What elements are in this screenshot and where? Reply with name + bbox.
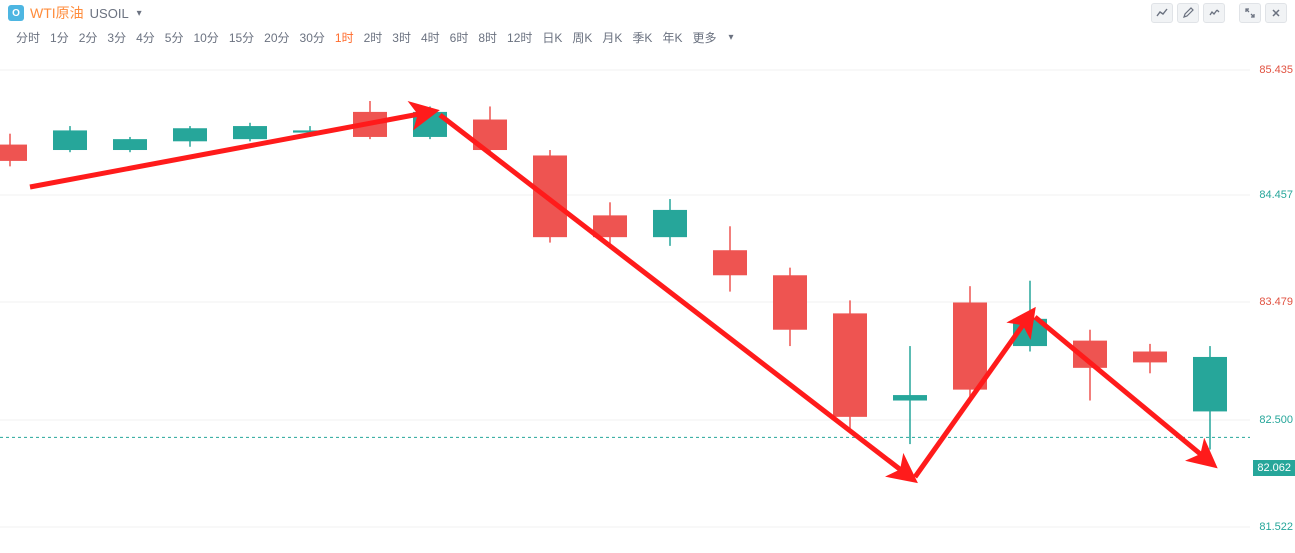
- timeframe-option[interactable]: 3时: [392, 29, 411, 46]
- chevron-down-icon[interactable]: ▾: [137, 8, 142, 19]
- timeframe-option[interactable]: 4分: [136, 29, 155, 46]
- y-axis-label: 83.479: [1259, 296, 1293, 308]
- timeframe-option[interactable]: 20分: [264, 29, 289, 46]
- y-axis: 85.435 84.457 83.479 82.500 82.062 81.522: [1250, 52, 1295, 553]
- timeframe-option[interactable]: 周K: [572, 29, 592, 46]
- timeframe-option[interactable]: 5分: [165, 29, 184, 46]
- timeframe-option[interactable]: 1时: [335, 29, 354, 46]
- timeframe-option[interactable]: 2分: [79, 29, 98, 46]
- title-group: O WTI原油 USOIL ▾: [8, 3, 142, 23]
- timeframe-option[interactable]: 1分: [50, 29, 69, 46]
- fullscreen-icon[interactable]: [1239, 3, 1261, 23]
- chart-area[interactable]: 85.435 84.457 83.479 82.500 82.062 81.522: [0, 52, 1295, 553]
- y-axis-label: 85.435: [1259, 64, 1293, 76]
- y-axis-label: 82.500: [1259, 414, 1293, 426]
- timeframe-option[interactable]: 更多: [692, 29, 716, 46]
- timeframe-option[interactable]: 分时: [16, 29, 40, 46]
- timeframe-bar: 分时 1分 2分 3分 4分 5分 10分 15分 20分 30分 1时 2时 3时 4时 6时 8时 12时日…: [0, 26, 1295, 52]
- y-axis-label: 81.522: [1259, 521, 1293, 533]
- close-icon[interactable]: [1265, 3, 1287, 23]
- timeframe-option[interactable]: 4时: [421, 29, 440, 46]
- timeframe-option[interactable]: 日K: [542, 29, 562, 46]
- timeframe-option[interactable]: 15分: [229, 29, 254, 46]
- indicator-icon[interactable]: [1203, 3, 1225, 23]
- pencil-icon[interactable]: [1177, 3, 1199, 23]
- timeframe-option[interactable]: 8时: [478, 29, 497, 46]
- timeframe-option[interactable]: 3分: [107, 29, 126, 46]
- timeframe-option[interactable]: 年K: [662, 29, 682, 46]
- timeframe-option[interactable]: 2时: [364, 29, 383, 46]
- y-axis-label: 84.457: [1259, 189, 1293, 201]
- timeframe-option[interactable]: 月K: [602, 29, 622, 46]
- line-chart-icon[interactable]: [1151, 3, 1173, 23]
- ticker-symbol: USOIL: [90, 6, 129, 21]
- instrument-name[interactable]: WTI原油: [30, 3, 84, 23]
- chevron-down-icon[interactable]: ▾: [728, 32, 733, 43]
- timeframe-option[interactable]: 季K: [632, 29, 652, 46]
- timeframe-option[interactable]: 10分: [193, 29, 218, 46]
- timeframe-option[interactable]: 30分: [300, 29, 325, 46]
- current-price-tag: 82.062: [1253, 460, 1295, 476]
- toolbar: [1151, 3, 1287, 23]
- symbol-badge: O: [8, 5, 24, 21]
- candlestick-chart: [0, 52, 1250, 553]
- header: O WTI原油 USOIL ▾: [0, 0, 1295, 26]
- timeframe-option[interactable]: 12时: [507, 29, 532, 46]
- timeframe-option[interactable]: 6时: [450, 29, 469, 46]
